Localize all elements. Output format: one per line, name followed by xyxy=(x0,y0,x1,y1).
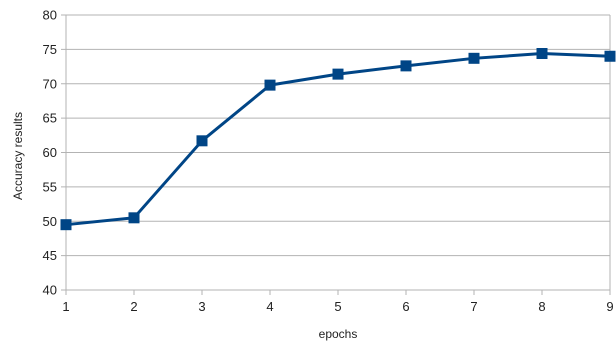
x-tick-label: 2 xyxy=(130,299,137,314)
data-point-marker xyxy=(604,50,616,62)
y-tick-label: 60 xyxy=(43,145,57,160)
x-tick-label: 1 xyxy=(62,299,69,314)
y-tick-label: 65 xyxy=(43,111,57,126)
x-axis-title: epochs xyxy=(319,327,358,341)
y-tick-label: 55 xyxy=(43,179,57,194)
y-tick-label: 75 xyxy=(43,42,57,57)
x-tick-label: 7 xyxy=(470,299,477,314)
y-tick-label: 80 xyxy=(43,8,57,23)
data-point-marker xyxy=(60,219,72,231)
data-point-marker xyxy=(536,48,548,59)
x-tick-label: 5 xyxy=(334,299,341,314)
y-axis-title: Accuracy results xyxy=(11,112,25,200)
series-layer xyxy=(60,48,616,231)
axes xyxy=(61,14,611,295)
y-tick-label: 50 xyxy=(43,214,57,229)
gridlines xyxy=(66,14,610,291)
data-point-marker xyxy=(332,68,344,80)
x-tick-label: 4 xyxy=(266,299,273,314)
y-tick-label: 45 xyxy=(43,248,57,263)
y-tick-label: 70 xyxy=(43,76,57,91)
data-point-marker xyxy=(264,79,276,91)
data-point-marker xyxy=(128,212,140,224)
x-tick-label: 8 xyxy=(538,299,545,314)
x-tick-label: 3 xyxy=(198,299,205,314)
data-point-marker xyxy=(196,135,208,147)
data-point-marker xyxy=(400,60,412,72)
data-point-marker xyxy=(468,52,480,64)
x-tick-label: 6 xyxy=(402,299,409,314)
y-tick-label: 40 xyxy=(43,283,57,298)
x-tick-label: 9 xyxy=(606,299,613,314)
